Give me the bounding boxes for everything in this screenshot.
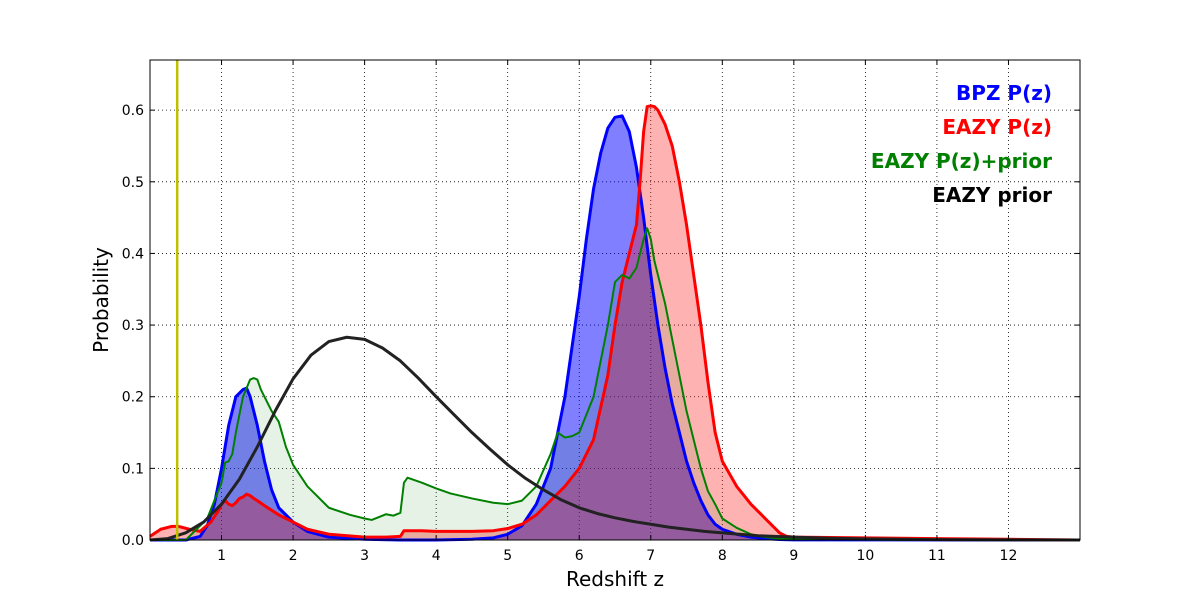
y-tick-label: 0.3 (122, 318, 144, 334)
y-tick-label: 0.2 (122, 390, 144, 406)
x-tick-label: 2 (289, 548, 298, 564)
y-tick-label: 0.1 (122, 461, 144, 477)
series-lines (149, 104, 1081, 542)
legend-entry: BPZ P(z) (956, 81, 1052, 105)
series-line-eazy-p-z-prior (150, 227, 1080, 541)
x-tick-label: 7 (646, 548, 655, 564)
series-line-eazy-p-z (149, 104, 1081, 542)
y-tick-label: 0.6 (122, 103, 144, 119)
x-tick-label: 5 (503, 548, 512, 564)
series-fill-eazy-p-z (150, 105, 1080, 540)
legend-entry: EAZY P(z) (942, 115, 1052, 139)
legend-entry: EAZY prior (932, 183, 1052, 207)
series-fill-eazy-p-z-prior (150, 228, 1080, 541)
y-tick-label: 0.4 (122, 246, 144, 262)
x-tick-label: 12 (1000, 548, 1018, 564)
x-axis-title: Redshift z (566, 567, 664, 591)
legend: BPZ P(z) EAZY P(z) EAZY P(z)+prior EAZY pri… (871, 81, 1052, 207)
plot-frame (149, 59, 1081, 541)
x-tick-label: 8 (718, 548, 727, 564)
legend-entry: EAZY P(z)+prior (871, 149, 1052, 173)
y-axis-title: Probability (89, 247, 113, 353)
x-tick-label: 3 (360, 548, 369, 564)
x-tick-label: 11 (928, 548, 946, 564)
x-tick-label: 4 (432, 548, 441, 564)
series-line-eazy-prior (149, 335, 1081, 542)
y-tick-label: 0.0 (122, 533, 144, 549)
x-tick-label: 6 (575, 548, 584, 564)
x-tick-label: 9 (789, 548, 798, 564)
y-tick-label: 0.5 (122, 175, 144, 191)
ticks: 1 2 3 4 5 6 7 8 9 10 11 120.00.10.20.30.40.50.6 (122, 60, 1080, 564)
x-tick-label: 1 (217, 548, 226, 564)
x-tick-label: 10 (856, 548, 874, 564)
